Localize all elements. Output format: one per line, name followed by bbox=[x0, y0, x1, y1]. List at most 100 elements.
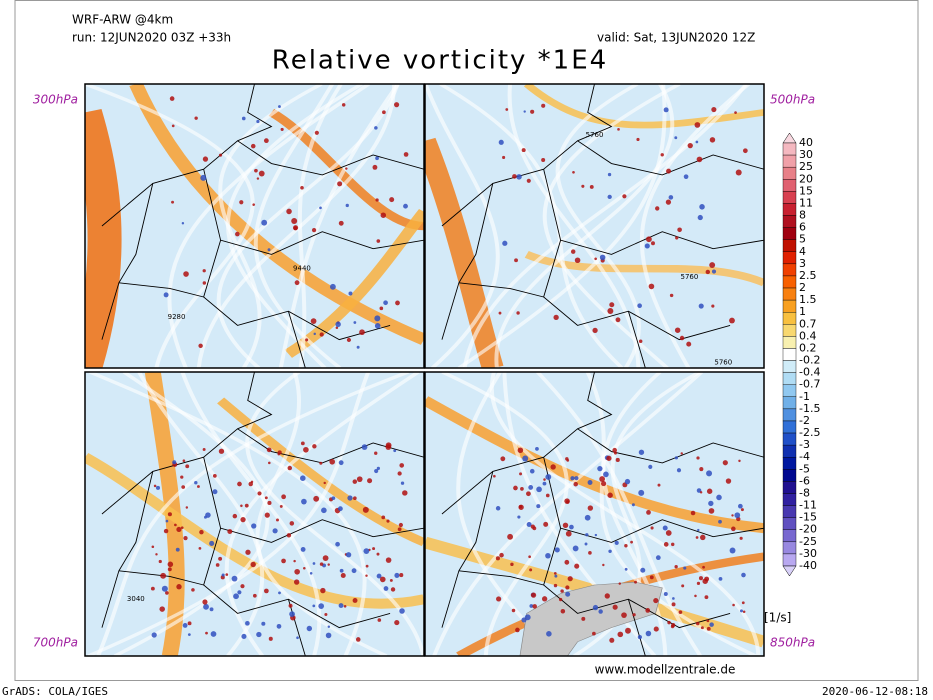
vorticity-cell bbox=[638, 339, 643, 344]
colorbar-segment bbox=[782, 420, 797, 434]
footer-left: GrADS: COLA/IGES bbox=[2, 685, 108, 698]
vorticity-cell bbox=[612, 604, 618, 610]
vorticity-cell bbox=[309, 572, 313, 575]
vorticity-cell bbox=[677, 227, 682, 233]
vorticity-cell bbox=[325, 632, 332, 639]
vorticity-cell bbox=[662, 525, 668, 531]
vorticity-cell bbox=[732, 603, 735, 607]
vorticity-cell bbox=[327, 625, 331, 628]
vorticity-cell bbox=[209, 540, 215, 546]
colorbar-segment bbox=[782, 541, 797, 555]
vorticity-cell bbox=[241, 116, 246, 121]
colorbar-cap bbox=[782, 132, 797, 144]
vorticity-cell bbox=[574, 563, 580, 569]
vorticity-cell bbox=[383, 300, 388, 306]
map-panel bbox=[425, 372, 764, 656]
vorticity-cell bbox=[711, 304, 715, 308]
border bbox=[204, 457, 424, 542]
vorticity-cell bbox=[706, 488, 713, 494]
vorticity-cell bbox=[505, 108, 509, 111]
vorticity-cell bbox=[320, 587, 326, 594]
vorticity-cell bbox=[607, 194, 612, 200]
colorbar-label: 2.5 bbox=[799, 269, 817, 282]
vorticity-cell bbox=[670, 542, 675, 547]
vorticity-cell bbox=[584, 514, 591, 521]
vorticity-cell bbox=[663, 592, 668, 596]
colorbar-segment bbox=[782, 275, 797, 289]
vorticity-cell bbox=[699, 491, 703, 494]
colorbar-segment bbox=[782, 396, 797, 410]
vorticity-cell bbox=[511, 608, 516, 613]
vorticity-cell bbox=[526, 521, 532, 527]
vorticity-cell bbox=[338, 220, 344, 226]
vorticity-cell bbox=[731, 526, 736, 532]
vorticity-cell bbox=[239, 200, 244, 205]
vorticity-cell bbox=[345, 167, 348, 170]
vorticity-cell bbox=[319, 206, 322, 210]
colorbar-segment bbox=[782, 287, 797, 301]
vorticity-cell bbox=[566, 458, 570, 462]
colorbar-label: 0.2 bbox=[799, 341, 817, 354]
vorticity-cell bbox=[312, 604, 316, 608]
vorticity-cell bbox=[608, 549, 612, 554]
vorticity-cell bbox=[640, 567, 646, 573]
vorticity-cell bbox=[380, 212, 387, 218]
vorticity-cell bbox=[622, 194, 627, 199]
vorticity-cell bbox=[245, 620, 250, 626]
vorticity-cell bbox=[718, 519, 722, 524]
vorticity-cell bbox=[521, 617, 527, 623]
vorticity-cell bbox=[348, 291, 353, 296]
vorticity-cell bbox=[621, 612, 627, 619]
border bbox=[288, 599, 305, 656]
colorbar-label: -20 bbox=[799, 523, 817, 536]
colorbar-label: -0.7 bbox=[799, 378, 820, 391]
vorticity-cell bbox=[648, 283, 655, 290]
title: Relative vorticity *1E4 bbox=[272, 46, 608, 76]
vorticity-cell bbox=[267, 500, 272, 505]
colorbar-label: 6 bbox=[799, 221, 806, 234]
vorticity-cell bbox=[565, 585, 570, 590]
terrain-mask bbox=[519, 581, 663, 656]
vorticity-cell bbox=[599, 476, 606, 482]
vorticity-cell bbox=[532, 604, 537, 609]
vorticity-cell bbox=[581, 616, 586, 621]
vorticity-cell bbox=[158, 559, 162, 564]
streak bbox=[88, 372, 367, 656]
vorticity-cell bbox=[696, 621, 700, 626]
vorticity-cell bbox=[182, 459, 186, 463]
vorticity-cell bbox=[709, 622, 714, 627]
border bbox=[442, 471, 493, 627]
vorticity-cell bbox=[709, 262, 716, 269]
vorticity-cell bbox=[386, 519, 390, 523]
vorticity-cell bbox=[698, 576, 703, 581]
vorticity-cell bbox=[160, 572, 167, 579]
vorticity-cell bbox=[517, 515, 521, 519]
vorticity-cell bbox=[356, 345, 360, 349]
vorticity-cell bbox=[256, 119, 260, 124]
colorbar-label: 30 bbox=[799, 148, 813, 161]
vorticity-cell bbox=[709, 137, 716, 143]
colorbar-label: 40 bbox=[799, 136, 813, 149]
colorbar-segment bbox=[782, 408, 797, 422]
vorticity-cell bbox=[674, 136, 678, 140]
vorticity-band bbox=[284, 209, 424, 358]
colorbar-segment bbox=[782, 179, 797, 192]
colorbar-segment bbox=[782, 444, 797, 458]
vorticity-cell bbox=[374, 468, 379, 474]
vorticity-cell bbox=[185, 464, 190, 469]
vorticity-cell bbox=[367, 478, 373, 484]
vorticity-cell bbox=[233, 593, 239, 600]
vorticity-cell bbox=[288, 603, 293, 608]
vorticity-cell bbox=[202, 447, 206, 451]
vorticity-cell bbox=[514, 258, 518, 263]
vorticity-cell bbox=[734, 512, 741, 519]
vorticity-cell bbox=[276, 518, 279, 522]
vorticity-cell bbox=[637, 635, 642, 640]
vorticity-cell bbox=[618, 582, 621, 585]
border bbox=[238, 84, 272, 141]
vorticity-cell bbox=[266, 447, 272, 453]
vorticity-cell bbox=[264, 512, 270, 518]
vorticity-cell bbox=[631, 503, 635, 507]
vorticity-cell bbox=[150, 586, 155, 591]
vorticity-cell bbox=[738, 503, 743, 509]
